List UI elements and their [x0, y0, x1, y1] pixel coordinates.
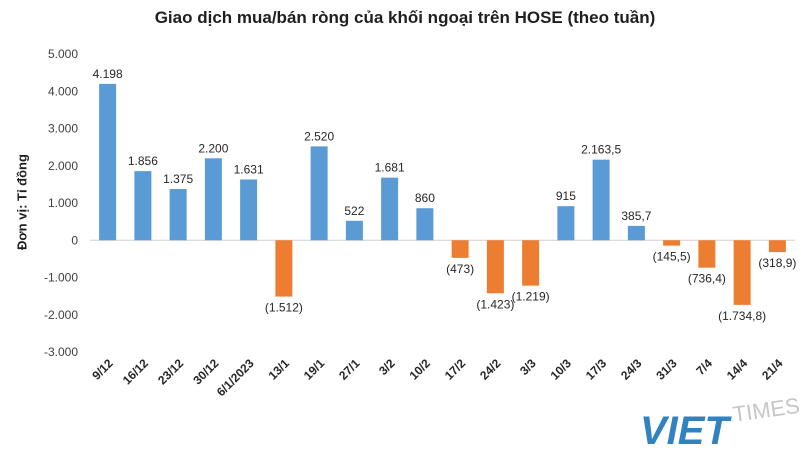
x-tick-label: 6/1/2023 — [214, 356, 257, 399]
bar — [416, 208, 434, 241]
data-label: 860 — [415, 191, 435, 205]
data-label: (145,5) — [653, 250, 691, 264]
bar — [486, 240, 504, 294]
x-tick-label: 23/12 — [155, 356, 186, 387]
y-tick-label: -2.000 — [44, 308, 78, 322]
bar — [768, 240, 786, 253]
bar — [240, 179, 258, 241]
data-label: 385,7 — [621, 209, 651, 223]
bar — [204, 158, 222, 241]
bar — [345, 220, 363, 241]
data-label: (1.734,8) — [718, 309, 766, 323]
data-label: 522 — [344, 204, 364, 218]
x-tick-label: 7/4 — [693, 356, 715, 378]
x-tick-label: 3/2 — [376, 356, 398, 378]
data-label: 4.198 — [93, 67, 123, 81]
x-tick-label: 24/3 — [618, 356, 645, 383]
bar — [381, 177, 399, 241]
y-tick-label: 4.000 — [48, 84, 78, 98]
y-tick-label: 5.000 — [48, 47, 78, 61]
data-label: (736,4) — [688, 272, 726, 286]
data-label: 1.681 — [375, 161, 405, 175]
bar — [663, 240, 681, 246]
bar — [592, 159, 610, 241]
y-tick-label: 2.000 — [48, 159, 78, 173]
viettimes-logo: VIET TIMES — [640, 393, 801, 452]
bar — [169, 189, 187, 241]
data-label: (1.219) — [512, 290, 550, 304]
data-label: (473) — [446, 262, 474, 276]
bar — [733, 240, 751, 305]
bar — [627, 225, 645, 241]
bar — [134, 171, 152, 241]
y-tick-label: 3.000 — [48, 122, 78, 136]
x-tick-label: 24/2 — [477, 356, 504, 383]
x-tick-label: 3/3 — [517, 356, 539, 378]
bar — [99, 83, 117, 241]
data-label: 1.631 — [234, 162, 264, 176]
bar — [451, 240, 469, 258]
watermark-viet: VIET — [640, 409, 732, 452]
x-tick-label: 13/1 — [266, 356, 293, 383]
data-label: 1.375 — [163, 172, 193, 186]
x-tick-label: 17/2 — [442, 356, 469, 383]
watermark-times: TIMES — [731, 393, 801, 427]
data-label: 915 — [556, 189, 576, 203]
bar — [275, 240, 293, 297]
x-tick-label: 17/3 — [583, 356, 610, 383]
x-tick-label: 30/12 — [190, 356, 221, 387]
x-tick-label: 9/12 — [89, 356, 116, 383]
y-tick-label: 1.000 — [48, 196, 78, 210]
data-label: (1.512) — [265, 301, 303, 315]
data-label: 2.520 — [304, 129, 334, 143]
x-tick-label: 31/3 — [653, 356, 680, 383]
x-tick-label: 10/2 — [407, 356, 434, 383]
data-label: 2.200 — [198, 141, 228, 155]
x-tick-label: 19/1 — [301, 356, 328, 383]
bar — [310, 146, 328, 241]
data-label: (1.423) — [476, 297, 514, 311]
y-tick-label: 0 — [71, 233, 78, 247]
data-label: (318,9) — [758, 256, 796, 270]
y-tick-label: -1.000 — [44, 271, 78, 285]
chart-title: Giao dịch mua/bán ròng của khối ngoại tr… — [154, 8, 656, 27]
x-tick-label: 10/3 — [548, 356, 575, 383]
x-tick-label: 14/4 — [724, 356, 751, 383]
data-label: 1.856 — [128, 154, 158, 168]
x-tick-label: 27/1 — [336, 356, 363, 383]
x-tick-label: 21/4 — [759, 356, 786, 383]
bar — [557, 206, 575, 241]
data-label: 2.163,5 — [581, 143, 621, 157]
y-tick-label: -3.000 — [44, 345, 78, 359]
bar — [698, 240, 716, 268]
x-tick-label: 16/12 — [120, 356, 151, 387]
bar — [522, 240, 540, 286]
